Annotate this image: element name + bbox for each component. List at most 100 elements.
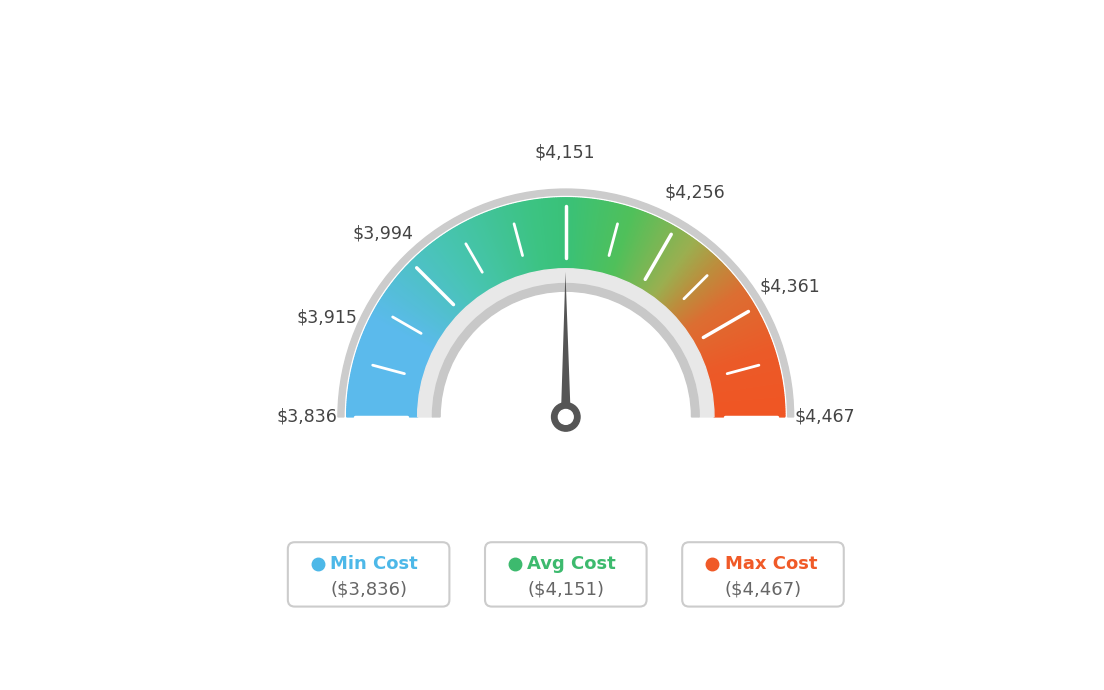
Wedge shape xyxy=(587,200,601,271)
Wedge shape xyxy=(713,412,785,415)
Wedge shape xyxy=(614,210,638,277)
Wedge shape xyxy=(437,239,480,297)
Wedge shape xyxy=(693,306,755,343)
Wedge shape xyxy=(617,211,644,279)
Wedge shape xyxy=(578,199,586,270)
Wedge shape xyxy=(628,218,659,283)
Wedge shape xyxy=(645,232,684,293)
Text: $3,836: $3,836 xyxy=(277,408,338,426)
Wedge shape xyxy=(493,210,518,277)
Wedge shape xyxy=(593,201,607,272)
Wedge shape xyxy=(603,205,622,274)
Wedge shape xyxy=(357,349,425,373)
Wedge shape xyxy=(605,206,625,275)
Wedge shape xyxy=(410,262,461,313)
Wedge shape xyxy=(485,213,512,279)
Wedge shape xyxy=(710,369,781,386)
Wedge shape xyxy=(388,288,446,331)
Wedge shape xyxy=(668,258,719,310)
Wedge shape xyxy=(708,354,776,375)
Wedge shape xyxy=(588,201,602,271)
Wedge shape xyxy=(713,408,785,412)
Wedge shape xyxy=(439,237,481,296)
Wedge shape xyxy=(479,215,508,282)
Wedge shape xyxy=(415,257,465,310)
Wedge shape xyxy=(596,202,612,273)
Wedge shape xyxy=(710,366,779,384)
Wedge shape xyxy=(598,203,615,273)
Wedge shape xyxy=(351,369,422,386)
Text: $3,915: $3,915 xyxy=(296,308,358,327)
Wedge shape xyxy=(369,319,434,352)
Wedge shape xyxy=(575,198,582,269)
Wedge shape xyxy=(347,408,418,412)
Wedge shape xyxy=(402,270,456,319)
Wedge shape xyxy=(510,205,529,274)
Text: Min Cost: Min Cost xyxy=(330,555,418,573)
Wedge shape xyxy=(369,321,433,353)
Wedge shape xyxy=(696,313,760,348)
Wedge shape xyxy=(618,212,645,279)
Wedge shape xyxy=(459,225,495,288)
Wedge shape xyxy=(711,376,782,391)
Wedge shape xyxy=(697,315,761,348)
Wedge shape xyxy=(679,276,734,323)
Wedge shape xyxy=(635,224,670,287)
Wedge shape xyxy=(602,204,620,274)
Wedge shape xyxy=(631,221,666,285)
Wedge shape xyxy=(511,204,530,274)
Wedge shape xyxy=(348,395,418,403)
Wedge shape xyxy=(678,273,732,321)
Wedge shape xyxy=(564,198,565,269)
Wedge shape xyxy=(678,275,733,322)
Wedge shape xyxy=(426,247,473,303)
Wedge shape xyxy=(457,226,493,288)
Wedge shape xyxy=(352,366,422,384)
Wedge shape xyxy=(713,398,784,405)
Wedge shape xyxy=(676,270,729,318)
Wedge shape xyxy=(432,243,476,300)
Wedge shape xyxy=(474,217,505,283)
Wedge shape xyxy=(353,362,423,382)
Wedge shape xyxy=(608,207,630,275)
Wedge shape xyxy=(703,338,771,364)
Wedge shape xyxy=(623,215,651,281)
Wedge shape xyxy=(713,415,785,417)
Wedge shape xyxy=(686,288,744,331)
Wedge shape xyxy=(447,232,487,293)
Wedge shape xyxy=(358,346,426,370)
Wedge shape xyxy=(420,253,468,307)
Wedge shape xyxy=(338,189,794,417)
Wedge shape xyxy=(431,244,475,301)
Wedge shape xyxy=(421,251,469,306)
Wedge shape xyxy=(448,231,488,292)
Wedge shape xyxy=(701,330,767,359)
Wedge shape xyxy=(672,266,725,316)
Wedge shape xyxy=(640,228,678,290)
Wedge shape xyxy=(495,209,519,277)
Wedge shape xyxy=(708,356,777,377)
Wedge shape xyxy=(641,228,679,290)
Wedge shape xyxy=(712,383,783,395)
Wedge shape xyxy=(619,213,647,279)
Wedge shape xyxy=(609,208,631,276)
Wedge shape xyxy=(713,410,785,413)
Wedge shape xyxy=(664,253,712,307)
Wedge shape xyxy=(405,267,458,317)
Wedge shape xyxy=(427,246,474,302)
Wedge shape xyxy=(518,203,534,273)
Wedge shape xyxy=(694,310,757,346)
Wedge shape xyxy=(657,244,701,301)
Wedge shape xyxy=(408,263,460,314)
Wedge shape xyxy=(394,280,450,326)
Wedge shape xyxy=(382,297,443,337)
Wedge shape xyxy=(691,299,752,339)
Wedge shape xyxy=(449,230,489,291)
Wedge shape xyxy=(567,198,570,269)
Wedge shape xyxy=(644,231,683,292)
Wedge shape xyxy=(612,208,635,277)
Wedge shape xyxy=(349,386,420,397)
Wedge shape xyxy=(666,256,715,309)
Wedge shape xyxy=(692,302,754,341)
Text: ($4,151): ($4,151) xyxy=(528,580,604,598)
